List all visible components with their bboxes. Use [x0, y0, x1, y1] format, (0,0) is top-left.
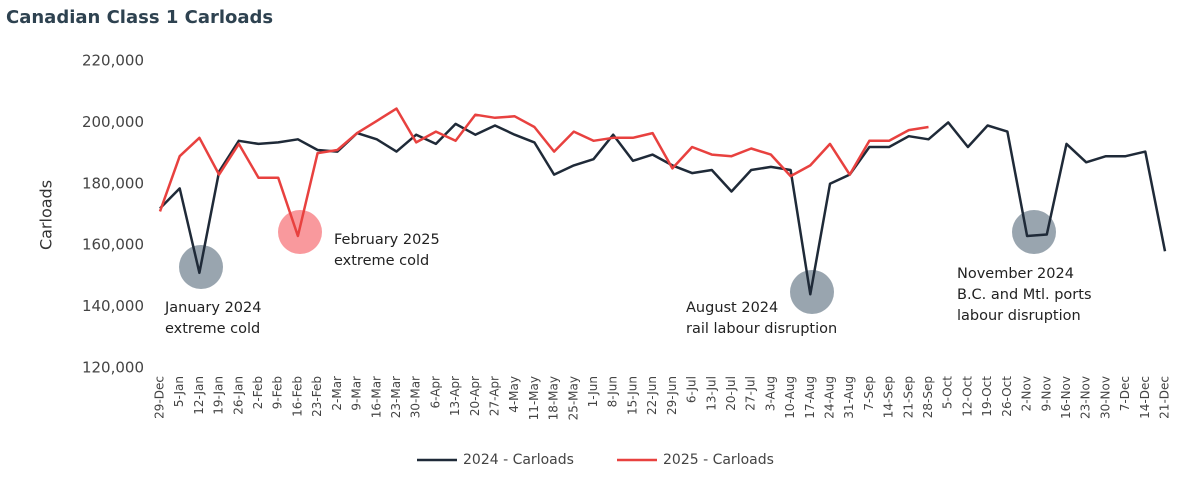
x-tick-label: 28-Sep — [921, 376, 935, 418]
legend-label: 2024 - Carloads — [463, 452, 574, 468]
annotation-marker — [790, 270, 834, 314]
annotation-text: extreme cold — [165, 321, 260, 337]
x-tick-label: 29-Jun — [665, 376, 679, 415]
x-tick-label: 9-Nov — [1039, 376, 1053, 411]
x-tick-label: 29-Dec — [153, 376, 167, 419]
x-tick-label: 24-Aug — [823, 376, 837, 419]
y-axis-label: Carloads — [37, 180, 56, 250]
x-tick-label: 30-Nov — [1098, 376, 1112, 419]
x-tick-label: 9-Feb — [271, 376, 285, 409]
x-tick-label: 2-Mar — [330, 376, 344, 411]
legend-label: 2025 - Carloads — [663, 452, 774, 468]
x-tick-label: 1-Jun — [586, 376, 600, 407]
x-tick-label: 26-Oct — [1000, 376, 1014, 417]
x-tick-label: 5-Jan — [172, 376, 186, 407]
annotation-text: extreme cold — [334, 253, 429, 269]
x-tick-label: 16-Nov — [1059, 376, 1073, 419]
x-tick-label: 21-Dec — [1158, 376, 1172, 419]
x-tick-label: 13-Apr — [448, 376, 462, 416]
annotation-text: August 2024 — [686, 300, 778, 316]
x-tick-label: 4-May — [507, 376, 521, 413]
x-tick-label: 19-Jan — [212, 376, 226, 415]
x-tick-label: 20-Jul — [724, 376, 738, 411]
annotation-text: rail labour disruption — [686, 321, 837, 337]
x-tick-label: 2-Feb — [251, 376, 265, 409]
x-tick-label: 13-Jul — [704, 376, 718, 411]
x-tick-label: 16-Mar — [369, 376, 383, 418]
x-tick-label: 27-Apr — [488, 376, 502, 416]
y-tick-label: 180,000 — [82, 174, 144, 192]
chart-title: Canadian Class 1 Carloads — [6, 7, 273, 28]
x-tick-label: 22-Jun — [645, 376, 659, 415]
x-tick-label: 23-Nov — [1079, 376, 1093, 419]
x-tick-label: 11-May — [527, 376, 541, 420]
annotation-marker — [1012, 210, 1056, 254]
annotation-text: January 2024 — [164, 300, 261, 316]
x-tick-label: 5-Oct — [941, 376, 955, 409]
x-tick-label: 6-Apr — [428, 376, 442, 409]
x-tick-label: 3-Aug — [763, 376, 777, 411]
x-tick-label: 9-Mar — [350, 376, 364, 411]
x-tick-label: 19-Oct — [980, 376, 994, 417]
x-tick-label: 15-Jun — [625, 376, 639, 415]
x-tick-label: 7-Sep — [862, 376, 876, 411]
y-tick-label: 220,000 — [82, 52, 144, 70]
x-tick-label: 7-Dec — [1118, 376, 1132, 411]
y-tick-label: 200,000 — [82, 113, 144, 131]
x-tick-label: 30-Mar — [409, 376, 423, 418]
x-tick-label: 16-Feb — [290, 376, 304, 417]
x-tick-label: 27-Jul — [744, 376, 758, 411]
x-tick-label: 14-Dec — [1138, 376, 1152, 419]
x-tick-label: 12-Jan — [192, 376, 206, 415]
annotation-text: February 2025 — [334, 232, 440, 248]
x-tick-label: 26-Jan — [231, 376, 245, 415]
x-tick-label: 10-Aug — [783, 376, 797, 419]
x-tick-label: 20-Apr — [468, 376, 482, 416]
x-tick-label: 2-Nov — [1020, 376, 1034, 411]
x-tick-label: 14-Sep — [882, 376, 896, 418]
x-tick-label: 6-Jul — [685, 376, 699, 403]
x-tick-label: 23-Feb — [310, 376, 324, 417]
x-tick-label: 8-Jun — [606, 376, 620, 407]
y-tick-label: 120,000 — [82, 359, 144, 377]
x-tick-label: 25-May — [566, 376, 580, 420]
x-tick-label: 21-Sep — [901, 376, 915, 418]
x-tick-label: 12-Oct — [960, 376, 974, 417]
x-tick-label: 18-May — [547, 376, 561, 420]
x-tick-label: 31-Aug — [842, 376, 856, 419]
y-tick-label: 140,000 — [82, 297, 144, 315]
annotation-text: November 2024 — [957, 266, 1074, 282]
y-tick-label: 160,000 — [82, 236, 144, 254]
x-tick-label: 23-Mar — [389, 376, 403, 418]
x-tick-label: 17-Aug — [803, 376, 817, 419]
annotation-text: B.C. and Mtl. ports — [957, 287, 1092, 303]
series-line — [158, 107, 929, 238]
annotation-text: labour disruption — [957, 308, 1081, 324]
